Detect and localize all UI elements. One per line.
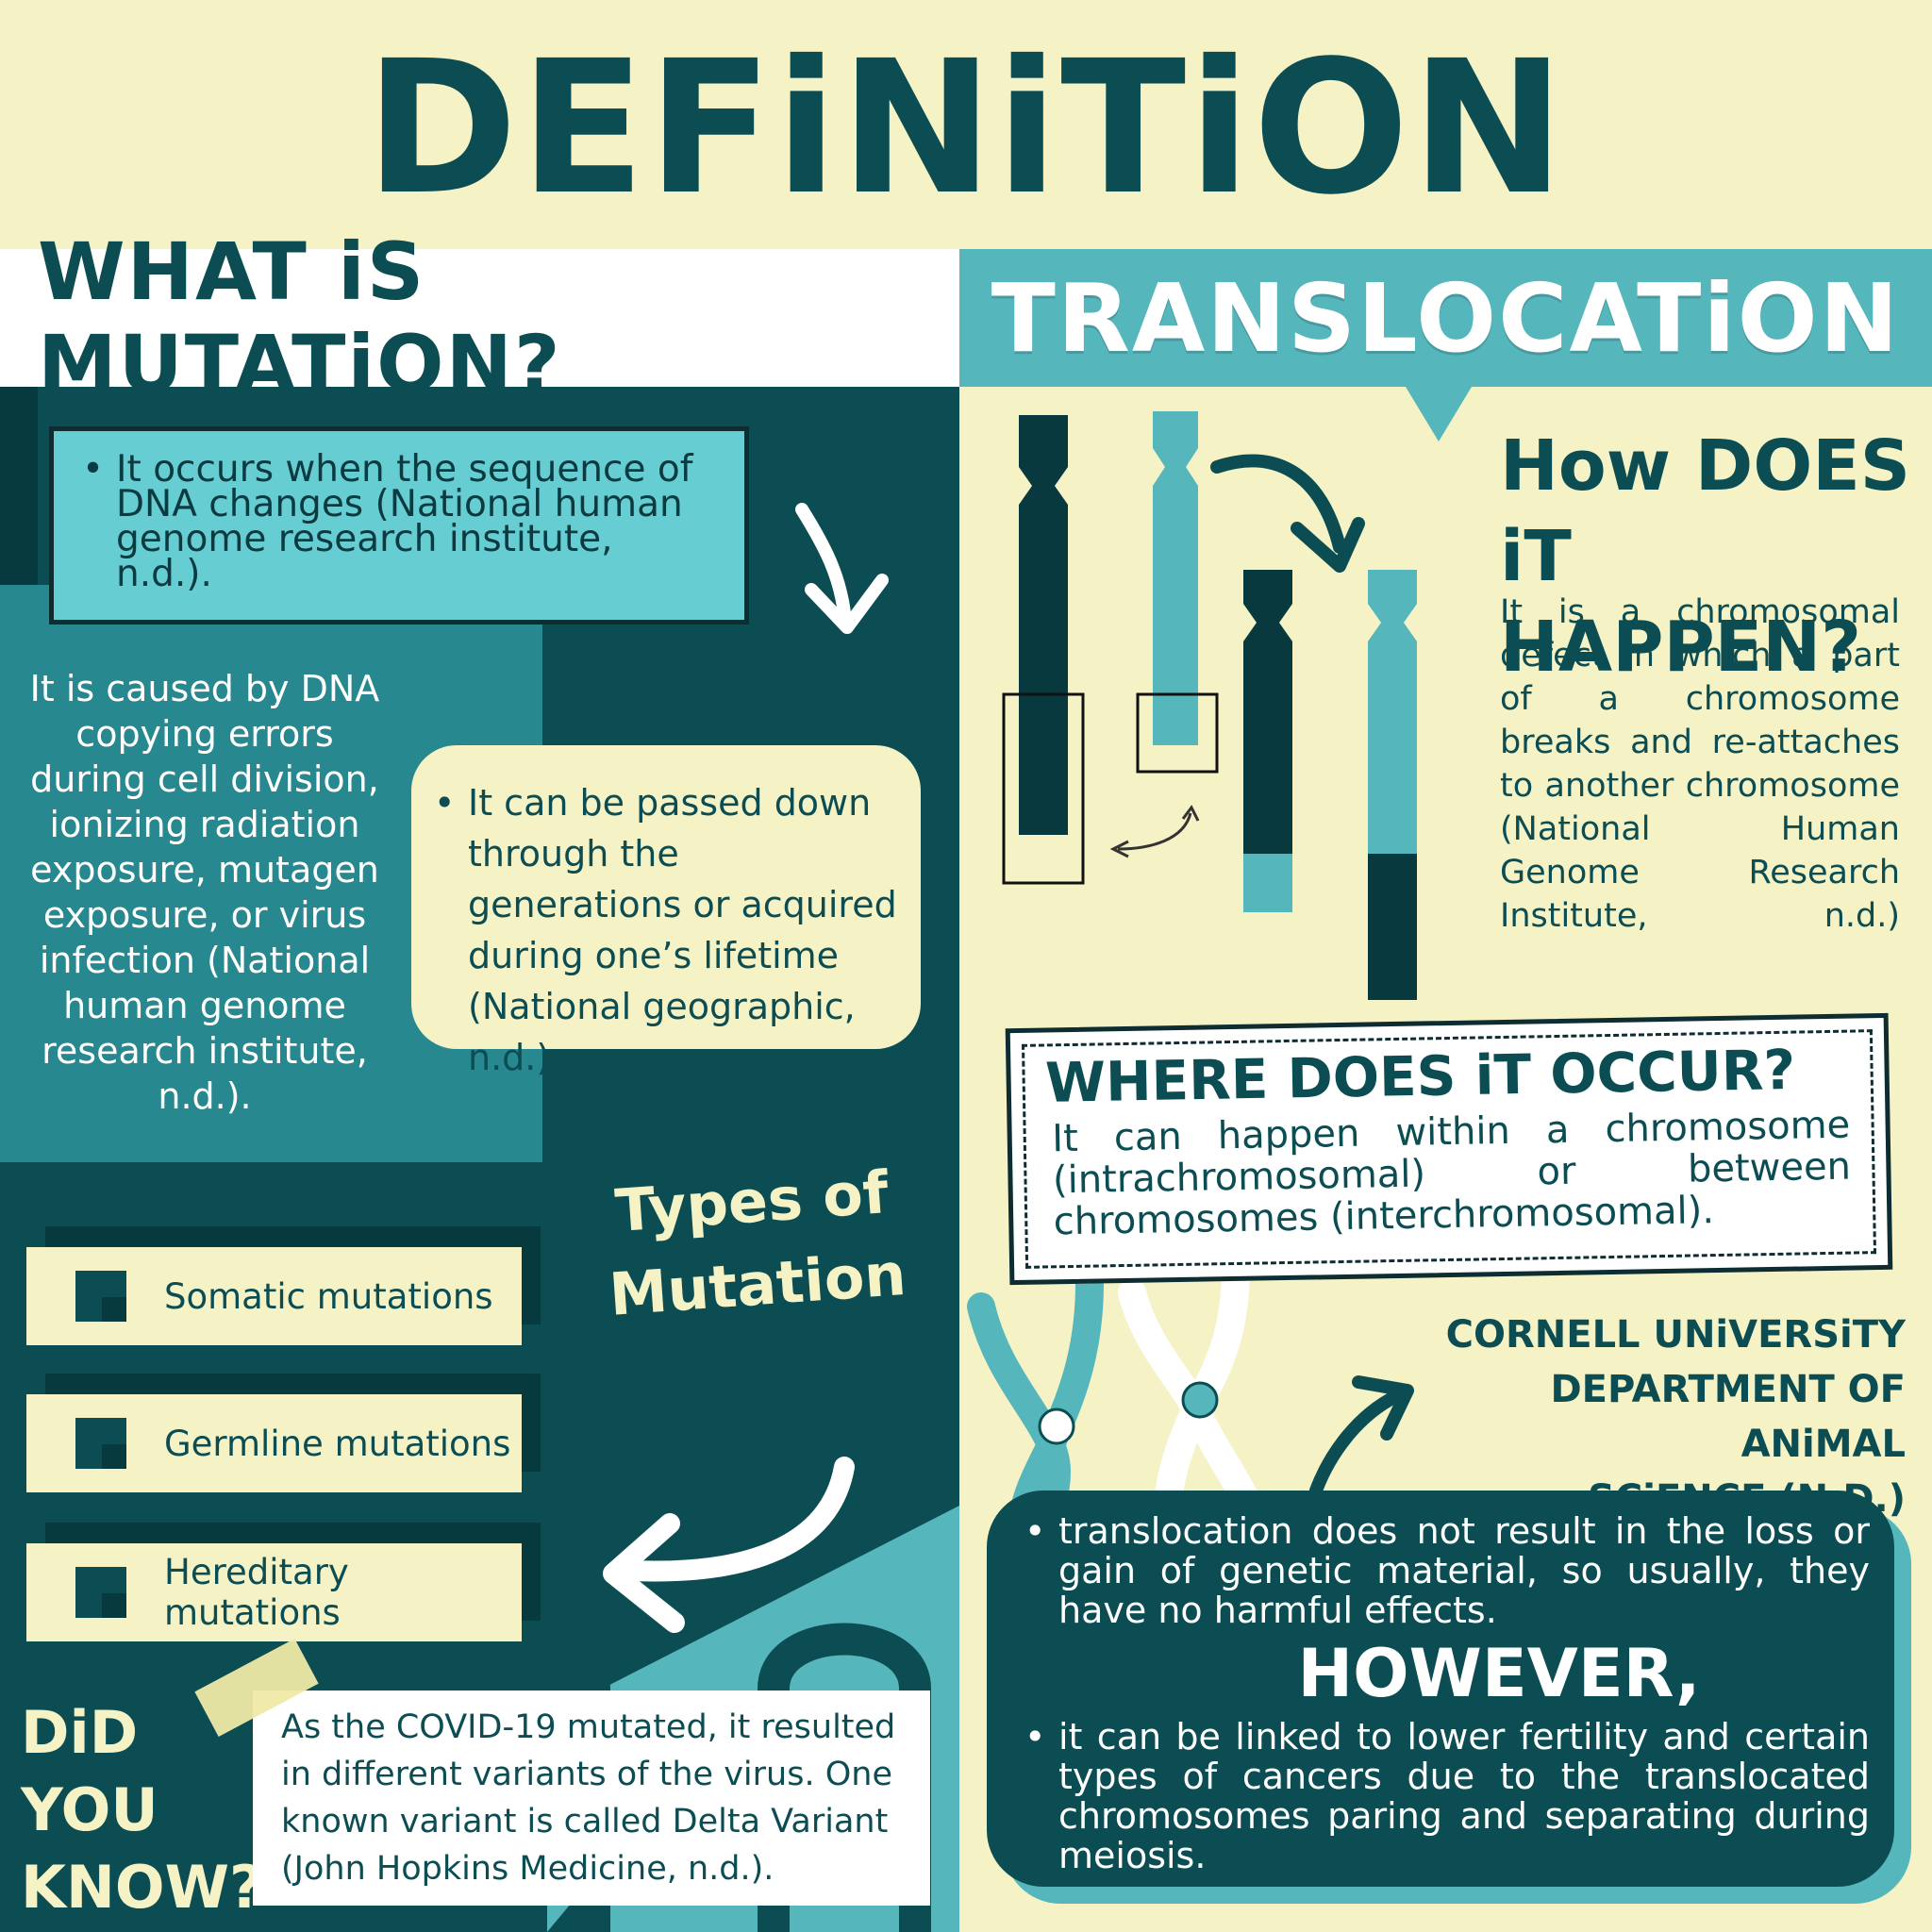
definition-text: It occurs when the sequence of DNA chang… [82,451,716,592]
effect-text: translocation does not result in the los… [1024,1511,1870,1630]
curved-arrow-icon [603,1457,855,1633]
chromosome-icon [1136,411,1219,774]
source-line: CORNELL UNiVERSiTY [1445,1313,1906,1357]
however-heading: HOWEVER, [1297,1635,1701,1712]
source-line: DEPARTMENT OF ANiMAL [1550,1368,1906,1466]
how-text: It is a chromosomal defect in which a pa… [1500,593,1900,935]
type-somatic: Somatic mutations [26,1247,522,1345]
type-label: Germline mutations [164,1423,511,1464]
definition-box: It occurs when the sequence of DNA chang… [49,426,749,625]
source-citation: CORNELL UNiVERSiTY DEPARTMENT OF ANiMAL … [1415,1307,1906,1526]
type-germline: Germline mutations [26,1394,522,1492]
square-bullet-icon [75,1271,126,1322]
chromosome-icon [1243,570,1292,912]
curved-arrow-icon [1309,1375,1414,1497]
curved-arrow-icon [795,503,889,634]
chromosome-icon [1368,570,1417,1000]
cause-text: It is caused by DNA copying errors durin… [29,668,380,1117]
did-you-know-title: DiD YOU KNOW? [21,1698,263,1922]
did-you-know-text: As the COVID-19 mutated, it resulted in … [253,1690,930,1906]
types-title: Types of Mutation [607,1158,908,1329]
swap-arrow-icon [1109,805,1200,858]
type-label: Somatic mutations [164,1275,493,1317]
page-title: DEFiNiTiON [365,20,1567,235]
inheritance-text: It can be passed down through the genera… [434,777,898,1083]
square-bullet-icon [75,1567,126,1618]
translocation-header: TRANSLOCATiON [959,249,1932,387]
type-hereditary: Hereditary mutations [26,1543,522,1641]
square-bullet-icon [75,1418,126,1469]
effects-box: translocation does not result in the los… [987,1491,1894,1887]
bubble-pointer [1406,387,1472,441]
inheritance-box: It can be passed down through the genera… [411,745,921,1078]
where-text: It can happen within a chromosome (intra… [1051,1103,1852,1244]
type-label: Hereditary mutations [164,1552,349,1633]
chromosome-icon [1002,415,1085,885]
curved-arrow-icon [1210,454,1365,573]
risk-text: it can be linked to lower fertility and … [1024,1717,1870,1875]
how-title: How DOES iT HAPPEN? [1500,425,1911,688]
